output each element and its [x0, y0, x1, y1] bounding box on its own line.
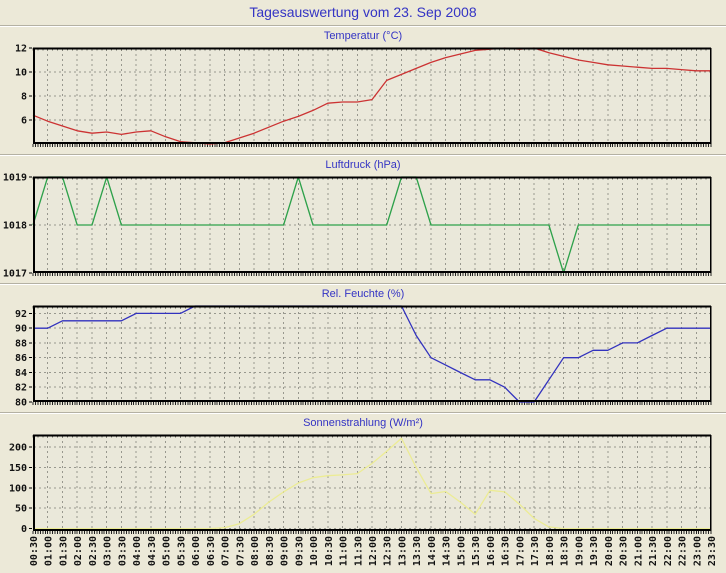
- x-tick-label: 14:30: [442, 536, 453, 566]
- y-tick-label: 8: [21, 92, 27, 103]
- y-tick-label: 84: [15, 368, 27, 379]
- y-tick-label: 92: [15, 309, 27, 320]
- x-tick-label: 22:30: [678, 536, 689, 566]
- x-tick-label: 10:30: [324, 536, 335, 566]
- x-tick-label: 06:30: [206, 536, 217, 566]
- x-tick-label: 18:30: [560, 536, 571, 566]
- chart-section-sonnenstrahlung: Sonnenstrahlung (W/m²) 200 150 100 50 0 00:30…: [0, 415, 726, 573]
- x-tick-label: 00:30: [29, 536, 40, 566]
- x-tick-label: 12:30: [383, 536, 394, 566]
- x-tick-label: 07:30: [235, 536, 246, 566]
- rel-feuchte-chart: 92 90 88 86 84 82 80: [15, 305, 712, 407]
- x-tick-label: 15:30: [471, 536, 482, 566]
- y-tick-label: 200: [9, 443, 27, 454]
- y-tick-label: 150: [9, 463, 27, 474]
- chart-section-rel-feuchte: Rel. Feuchte (%) 92 90 88 86 84 82 80: [0, 286, 726, 406]
- divider: [0, 154, 726, 156]
- y-tick-label: 86: [15, 353, 27, 364]
- x-tick-label: 13:00: [398, 536, 409, 566]
- y-tick-label: 12: [15, 44, 27, 55]
- chart-section-temperatur: Temperatur (°C) 12 10 8 6: [0, 28, 726, 148]
- temperatur-chart: 12 10 8 6: [15, 44, 712, 147]
- chart-title-sonnenstrahlung: Sonnenstrahlung (W/m²): [303, 417, 423, 429]
- divider: [0, 412, 726, 414]
- x-tick-label: 04:00: [132, 536, 143, 566]
- x-tick-label: 23:00: [692, 536, 703, 566]
- x-tick-label: 02:30: [88, 536, 99, 566]
- x-tick-label: 08:00: [250, 536, 261, 566]
- x-tick-label: 17:30: [530, 536, 541, 566]
- x-tick-label: 20:30: [619, 536, 630, 566]
- x-tick-label: 21:30: [648, 536, 659, 566]
- series-line: [33, 437, 711, 530]
- x-tick-label: 17:00: [515, 536, 526, 566]
- x-tick-label: 16:00: [486, 536, 497, 566]
- sonnenstrahlung-chart: 200 150 100 50 000:30 01:00 01:30 02:00 02:30 03:…: [9, 434, 718, 566]
- y-tick-label: 100: [9, 483, 27, 494]
- x-tick-label: 16:30: [501, 536, 512, 566]
- series-line: [32, 47, 711, 145]
- x-tick-label: 01:00: [44, 536, 55, 566]
- page-title: Tagesauswertung vom 23. Sep 2008: [249, 4, 477, 20]
- x-tick-label: 06:00: [191, 536, 202, 566]
- x-tick-label: 01:30: [59, 536, 70, 566]
- divider: [0, 283, 726, 285]
- chart-section-luftdruck: Luftdruck (hPa) 1019 1018 1017: [0, 157, 726, 277]
- x-tick-label: 15:00: [456, 536, 467, 566]
- x-tick-label: 02:00: [73, 536, 84, 566]
- luftdruck-chart: 1019 1018 1017: [3, 173, 712, 278]
- x-tick-label: 11:30: [353, 536, 364, 566]
- series-line: [32, 176, 711, 274]
- divider: [0, 25, 726, 27]
- y-tick-label: 6: [21, 116, 27, 127]
- y-tick-label: 10: [15, 68, 27, 79]
- y-tick-label: 1019: [3, 173, 27, 184]
- x-tick-label: 19:00: [574, 536, 585, 566]
- y-tick-label: 1017: [3, 269, 27, 278]
- x-tick-label: 11:00: [339, 536, 350, 566]
- chart-title-luftdruck: Luftdruck (hPa): [325, 159, 401, 171]
- y-tick-label: 82: [15, 383, 27, 394]
- y-tick-label: 50: [15, 504, 27, 515]
- x-tick-label: 20:00: [604, 536, 615, 566]
- x-tick-label: 22:00: [663, 536, 674, 566]
- x-tick-label: 09:30: [294, 536, 305, 566]
- x-tick-label: 05:00: [162, 536, 173, 566]
- y-tick-label: 0: [21, 524, 27, 535]
- x-tick-label: 13:30: [412, 536, 423, 566]
- x-tick-label: 08:30: [265, 536, 276, 566]
- x-tick-label: 12:00: [368, 536, 379, 566]
- x-tick-label: 18:00: [545, 536, 556, 566]
- chart-title-temperatur: Temperatur (°C): [323, 30, 403, 42]
- y-tick-label: 1018: [3, 221, 27, 232]
- chart-title-rel-feuchte: Rel. Feuchte (%): [321, 288, 405, 300]
- x-tick-label: 09:00: [280, 536, 291, 566]
- x-tick-label: 03:00: [103, 536, 114, 566]
- y-tick-label: 90: [15, 324, 27, 335]
- x-tick-label: 05:30: [176, 536, 187, 566]
- x-tick-label: 14:00: [427, 536, 438, 566]
- x-tick-label: 10:00: [309, 536, 320, 566]
- x-tick-label: 04:30: [147, 536, 158, 566]
- x-tick-label: 21:00: [633, 536, 644, 566]
- y-tick-label: 88: [15, 338, 27, 349]
- x-tick-label: 07:00: [221, 536, 232, 566]
- x-tick-label: 19:30: [589, 536, 600, 566]
- x-tick-label: 23:30: [707, 536, 718, 566]
- x-tick-label: 03:30: [117, 536, 128, 566]
- y-tick-label: 80: [15, 398, 27, 407]
